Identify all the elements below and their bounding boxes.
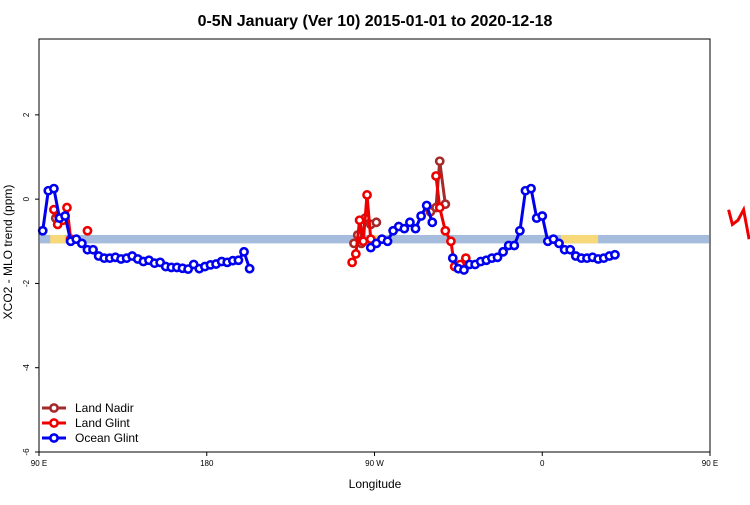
data-point-land-glint	[350, 249, 361, 259]
data-point-ocean-glint	[427, 217, 438, 228]
legend-label-ocean-glint: Ocean Glint	[75, 431, 139, 445]
series-layer	[37, 156, 750, 275]
data-point-ocean-glint	[537, 211, 548, 221]
data-point-ocean-glint	[410, 223, 421, 234]
data-point-ocean-glint	[399, 223, 410, 234]
data-point-ocean-glint	[514, 225, 525, 236]
data-point-ocean-glint	[416, 211, 426, 221]
y-tick-label: 0	[22, 196, 31, 201]
data-point-ocean-glint	[447, 253, 458, 264]
legend-marker-ocean-glint	[49, 433, 59, 443]
y-axis-label: XCO2 - MLO trend (ppm)	[1, 185, 15, 320]
data-point-land-glint	[347, 257, 358, 268]
data-point-land-glint	[431, 171, 441, 181]
data-point-ocean-glint	[405, 217, 415, 228]
land-band-segment	[560, 234, 599, 244]
data-point-ocean-glint	[526, 183, 536, 194]
data-point-land-nadir	[371, 217, 382, 228]
data-point-land-glint	[62, 202, 72, 213]
data-point-ocean-glint	[554, 238, 564, 249]
data-point-ocean-glint	[382, 236, 393, 247]
chart-title: 0-5N January (Ver 10) 2015-01-01 to 2020…	[198, 13, 553, 30]
x-tick-label: 90 E	[702, 459, 718, 468]
data-point-ocean-glint	[492, 252, 503, 263]
data-point-land-glint	[440, 225, 451, 236]
data-point-ocean-glint	[565, 244, 576, 255]
data-point-ocean-glint	[498, 246, 509, 257]
y-tick-label: 2	[22, 112, 31, 117]
y-axis: 2 0 -2 -4 -6	[22, 112, 39, 456]
data-point-ocean-glint	[37, 225, 48, 236]
data-point-ocean-glint	[244, 263, 255, 274]
x-tick-label: 90 E	[31, 459, 47, 468]
data-point-ocean-glint	[459, 265, 469, 275]
y-tick-label: -2	[22, 279, 31, 287]
data-point-land-glint	[446, 236, 456, 247]
data-point-land-nadir	[434, 156, 445, 167]
x-axis: 90 E 180 90 W 0 90 E	[31, 452, 718, 468]
data-point-ocean-glint	[60, 211, 70, 221]
data-point-ocean-glint	[233, 255, 244, 266]
x-tick-label: 90 W	[365, 459, 384, 468]
x-tick-label: 0	[540, 459, 545, 468]
series-line-land-glint	[434, 175, 467, 269]
data-point-ocean-glint	[239, 246, 249, 257]
series-land-glint	[49, 171, 750, 272]
legend-marker-land-glint	[49, 418, 59, 428]
y-tick-label: -6	[22, 448, 31, 456]
data-point-ocean-glint	[610, 249, 620, 260]
data-point-ocean-glint	[421, 200, 432, 211]
data-point-ocean-glint	[49, 183, 59, 194]
y-tick-label: -4	[22, 364, 31, 372]
series-ocean-glint	[37, 183, 620, 275]
land-band-segment	[50, 234, 66, 244]
x-tick-label: 180	[200, 459, 214, 468]
data-point-land-glint	[82, 225, 93, 236]
legend-marker-land-nadir	[49, 403, 59, 413]
data-point-land-glint	[362, 190, 372, 200]
data-point-land-glint	[358, 236, 369, 247]
data-point-ocean-glint	[509, 240, 520, 251]
data-point-ocean-glint	[88, 244, 98, 255]
data-point-land-glint	[354, 215, 365, 226]
x-axis-label: Longitude	[349, 477, 402, 491]
series-line-land-glint	[727, 205, 750, 240]
legend-label-land-nadir: Land Nadir	[75, 401, 134, 415]
data-point-ocean-glint	[76, 238, 87, 249]
data-point-land-glint	[434, 202, 445, 213]
legend-label-land-glint: Land Glint	[75, 416, 130, 430]
